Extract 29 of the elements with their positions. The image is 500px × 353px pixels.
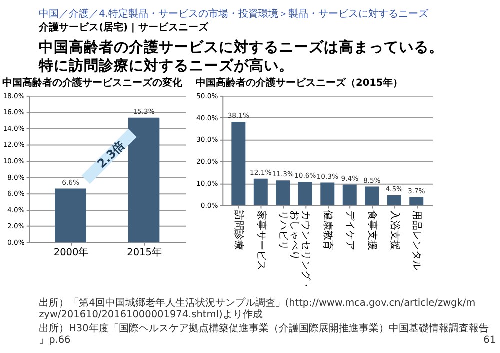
x-tick-label: 用品レンタル	[411, 210, 422, 271]
x-tick-label: カウンセリング・おしゃべり	[289, 210, 311, 291]
bar	[232, 122, 246, 206]
bar	[410, 197, 424, 206]
text: 61	[484, 335, 496, 346]
x-tick-label: 食事支援	[366, 210, 379, 251]
x-tick-label: 2015年	[127, 246, 162, 259]
text: 介護サービス(居宅) | サービスニーズ	[38, 22, 210, 34]
x-tick-label: 訪問診療	[233, 210, 246, 251]
annotation: 2.3倍	[94, 138, 128, 171]
x-tick-label: 2000年	[54, 246, 89, 259]
x-tick-label: リハビリ	[278, 210, 289, 251]
bar	[387, 195, 402, 206]
text: 中国高齢者の介護サービスに対するニーズは高まっている。	[39, 38, 444, 56]
text: 特に訪問診療に対するニーズが高い。	[38, 56, 294, 75]
chart-title: 中国高齢者の介護サービスニーズ（2015年）	[196, 77, 404, 90]
bar	[365, 186, 380, 206]
bar	[320, 182, 335, 206]
x-tick-label: 入浴支援	[388, 210, 401, 251]
bar	[342, 184, 357, 206]
bar	[298, 182, 312, 206]
x-tick-label: 健康教育	[322, 210, 334, 251]
text: 出所）「第4回中国城郷老年人生活状況サンプル調査」(http://www.mca.gov.cn/article/zwgk/mzyw/201610/20161000001974.shtml)より作成	[39, 296, 476, 321]
x-tick-label: 家事サービス	[255, 210, 268, 271]
bar	[276, 180, 290, 206]
text: 中国／介護／4.特定製品・サービスの市場・投資環境＞製品・サービスに対するニーズ	[39, 8, 430, 20]
bar	[254, 178, 268, 206]
x-tick-label: デイケア	[344, 210, 356, 251]
chart-title: 中国高齢者の介護サービスニーズの変化	[2, 77, 184, 90]
